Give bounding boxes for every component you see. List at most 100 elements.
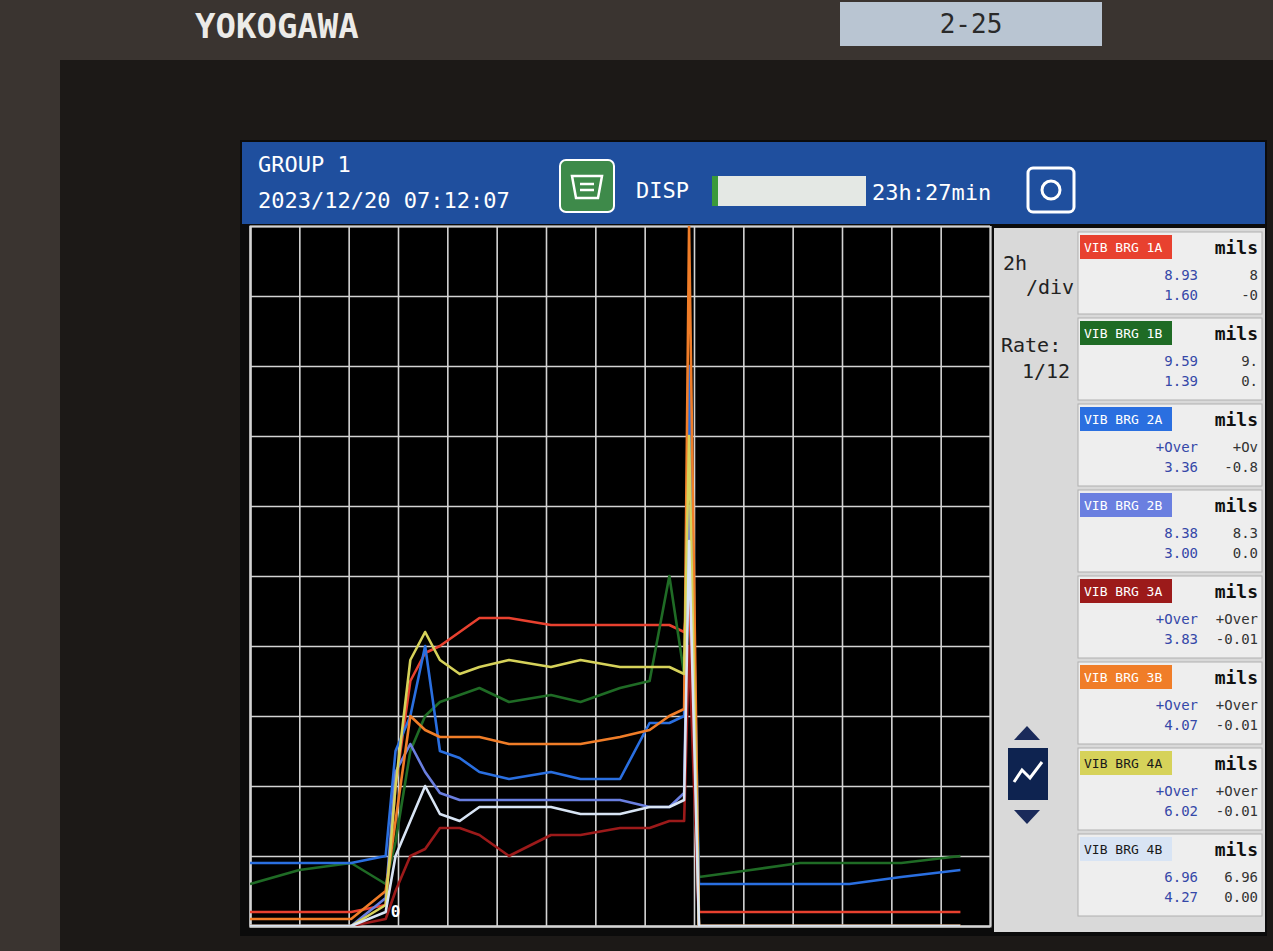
display-mode-glyph — [1014, 762, 1042, 782]
reading: +Over — [1216, 611, 1258, 627]
reading: 3.36 — [1164, 459, 1198, 475]
channel-box — [1078, 834, 1262, 916]
trend-line — [250, 541, 960, 926]
y-tick — [250, 436, 990, 437]
series-group — [250, 226, 960, 926]
y-grid-line — [250, 576, 990, 578]
y-grid-line — [250, 856, 990, 858]
plot — [250, 226, 991, 927]
brand: YOKOGAWA — [195, 6, 359, 46]
reading: 4.07 — [1164, 717, 1198, 733]
panel-background — [994, 228, 1265, 932]
y-grid-line — [250, 786, 990, 788]
channel-swatch — [1080, 751, 1172, 775]
channel-swatch — [1080, 407, 1172, 431]
memory-bar — [712, 176, 866, 206]
y-tick — [250, 856, 990, 857]
channel-swatch — [1080, 579, 1172, 603]
y-axis — [250, 227, 990, 927]
reading: 3.00 — [1164, 545, 1198, 561]
bezel — [0, 0, 1273, 951]
channel-name: VIB BRG 3B — [1084, 670, 1162, 685]
channel-swatch — [1080, 321, 1172, 345]
display-mode-button[interactable] — [1008, 748, 1048, 800]
scroll-up[interactable] — [1014, 726, 1040, 740]
disp-label: DISP — [636, 178, 689, 203]
channel-name: VIB BRG 2B — [1084, 498, 1162, 513]
reading: 8.93 — [1164, 267, 1198, 283]
reading: 4.27 — [1164, 889, 1198, 905]
reading: -0.01 — [1216, 803, 1258, 819]
channel-box — [1078, 232, 1262, 314]
unit: mils — [1215, 409, 1258, 430]
memory-bar-fill — [712, 176, 718, 206]
unit: mils — [1215, 495, 1258, 516]
channel-name: VIB BRG 1A — [1084, 240, 1162, 255]
y-grid-line — [250, 716, 990, 718]
reading: 6.96 — [1164, 869, 1198, 885]
channel-name: VIB BRG 1B — [1084, 326, 1162, 341]
status-icon-glyph — [572, 176, 602, 198]
rate-label: Rate: — [1001, 333, 1061, 357]
reading: 9.59 — [1164, 353, 1198, 369]
unit: mils — [1215, 581, 1258, 602]
channel-box — [1078, 490, 1262, 572]
datetime: 2023/12/20 07:12:07 — [258, 188, 510, 213]
unit: mils — [1215, 667, 1258, 688]
channel-swatch — [1080, 837, 1172, 861]
screen — [240, 140, 1267, 936]
reading: -0.01 — [1216, 717, 1258, 733]
time-div: 2h — [1003, 251, 1027, 275]
unit: mils — [1215, 753, 1258, 774]
trend-line — [250, 436, 960, 926]
reading: 8.3 — [1233, 525, 1258, 541]
y-axis-line — [251, 227, 991, 927]
y-tick — [250, 716, 990, 717]
x-axis-line — [251, 226, 991, 927]
channel-swatch — [1080, 665, 1172, 689]
reading: 6.96 — [1224, 869, 1258, 885]
y-tick — [250, 786, 990, 787]
y-tick — [250, 226, 990, 227]
rate-value: 1/12 — [1022, 359, 1070, 383]
unit: mils — [1215, 839, 1258, 860]
y-tick — [250, 506, 990, 507]
reading: 1.39 — [1164, 373, 1198, 389]
header-bar — [242, 142, 1265, 224]
unit: mils — [1215, 323, 1258, 344]
channel-box — [1078, 576, 1262, 658]
y-grid-line — [250, 506, 990, 508]
readout-panel: 2h/div Rate:1/12 VIB BRG 1A mils 8.93 1.60 8 -0… — [994, 228, 1265, 932]
reading: 0. — [1241, 373, 1258, 389]
x-tick — [990, 226, 991, 926]
recorder-photo: YOKOGAWA2-25GROUP 12023/12/20 07:12:07DI… — [0, 0, 1273, 951]
channel-swatch — [1080, 235, 1172, 259]
channel-box — [1078, 662, 1262, 744]
channel-name: VIB BRG 2A — [1084, 412, 1162, 427]
reading: +Over — [1216, 783, 1258, 799]
per-div: /div — [1026, 275, 1074, 299]
y-grid-line — [250, 296, 990, 298]
y-grid-line — [250, 366, 990, 368]
reading: -0 — [1241, 287, 1258, 303]
reading: 6.02 — [1164, 803, 1198, 819]
reading: 1.60 — [1164, 287, 1198, 303]
reading: +Ov — [1233, 439, 1258, 455]
annotation: 0 — [391, 902, 401, 921]
reading: 8 — [1250, 267, 1258, 283]
channel-name: VIB BRG 3A — [1084, 584, 1162, 599]
reading: 0.0 — [1233, 545, 1258, 561]
status-icon — [560, 160, 614, 212]
channel-box — [1078, 748, 1262, 830]
trend-line — [250, 506, 960, 926]
reading: 3.83 — [1164, 631, 1198, 647]
scroll-down[interactable] — [1014, 810, 1040, 824]
tag-plate — [840, 2, 1102, 46]
plot-background — [250, 226, 990, 926]
group-label: GROUP 1 — [258, 152, 351, 177]
trend-line — [250, 366, 960, 884]
reading: 9. — [1241, 353, 1258, 369]
trend-line — [250, 226, 960, 926]
y-grid-line — [250, 646, 990, 648]
reading: +Over — [1156, 697, 1198, 713]
